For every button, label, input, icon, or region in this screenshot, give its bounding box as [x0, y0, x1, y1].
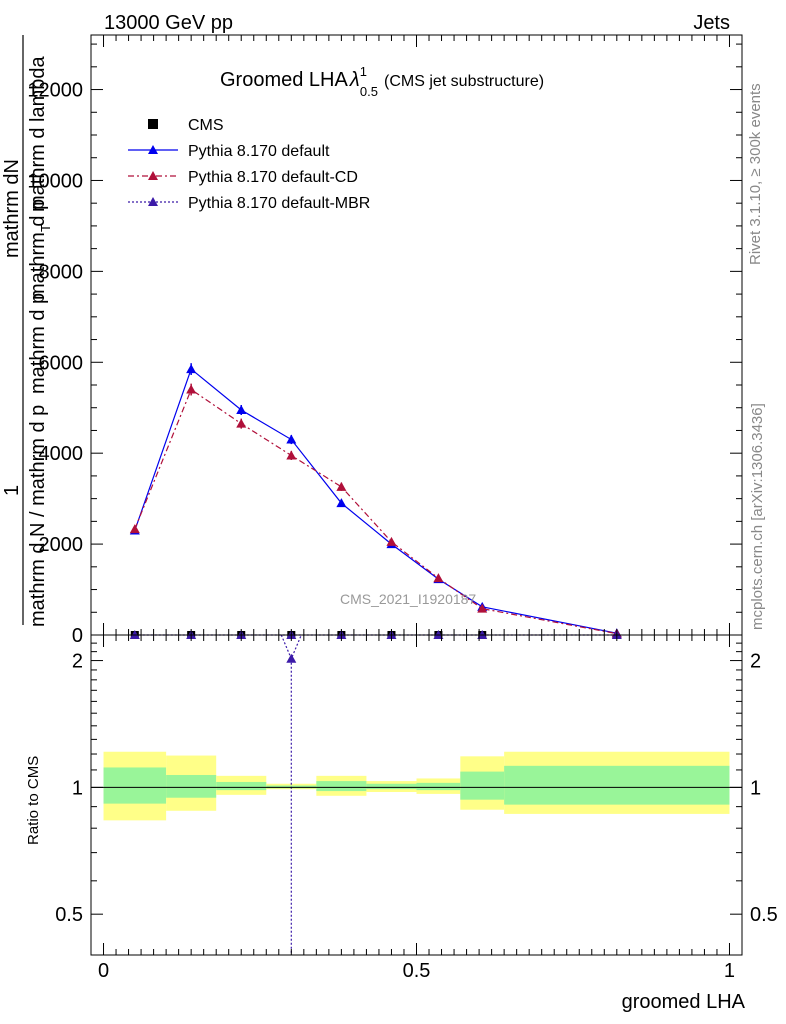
data-point-triangle — [236, 405, 247, 414]
ratio-band-green — [103, 767, 167, 804]
analysis-watermark: CMS_2021_I1920187 — [340, 591, 476, 607]
ratio-y-tick-label-right: 0.5 — [750, 904, 778, 926]
data-point-triangle — [286, 434, 297, 444]
x-axis-label: groomed LHA — [622, 991, 746, 1013]
ratio-uncertainty-bands — [103, 751, 730, 821]
y-tick-label: 0 — [72, 625, 83, 647]
ratio-curves — [280, 634, 302, 955]
legend-label: CMS — [188, 117, 224, 134]
ratio-y-tick-label-right: 2 — [750, 651, 761, 673]
ratio-band-green — [316, 781, 367, 792]
x-tick-label: 0.5 — [403, 960, 431, 982]
y-tick-label: 8000 — [39, 261, 84, 283]
y-label-numerator-2: mathrm dN — [1, 159, 23, 258]
legend-label: Pythia 8.170 default-MBR — [188, 195, 370, 212]
data-point-triangle — [186, 364, 197, 374]
legend-marker-triangle — [148, 197, 158, 206]
plot-title-sup: 1 — [360, 64, 367, 79]
x-tick-label: 1 — [724, 960, 735, 982]
y-tick-label: 2000 — [39, 534, 84, 556]
plot-title-lambda: λ — [349, 69, 360, 91]
data-point-triangle — [186, 384, 197, 394]
axis-tick-labels: 0 2000 4000 6000 8000 10000 12000 0 0.5 1 0.5 0.5 1 1… — [27, 80, 777, 982]
ratio-y-tick-label: 2 — [72, 651, 83, 673]
ratio-band-green — [216, 781, 267, 791]
data-point-triangle — [236, 418, 247, 428]
data-point-triangle — [336, 498, 347, 508]
y-label-tail: mathrm d lambda — [27, 56, 49, 212]
y-tick-label: 12000 — [27, 80, 83, 102]
ratio-y-tick-label-right: 1 — [750, 777, 761, 799]
legend-label: Pythia 8.170 default-CD — [188, 169, 358, 186]
plot-title-sub: 0.5 — [360, 84, 378, 99]
mcplots-label: mcplots.cern.ch [arXiv:1306.3436] — [749, 403, 766, 630]
series-line — [134, 388, 617, 635]
rivet-label: Rivet 3.1.10, ≥ 300k events — [747, 83, 764, 265]
axis-ticks — [91, 35, 742, 955]
y-label-denominator-2: mathrm d p — [27, 199, 49, 300]
ratio-y-tick-label: 1 — [72, 777, 83, 799]
ratio-band-green — [460, 771, 505, 800]
data-point-triangle — [336, 481, 347, 491]
legend-marker-triangle — [148, 145, 158, 154]
y-tick-label: 4000 — [39, 443, 84, 465]
plot-title-suffix: (CMS jet substructure) — [384, 73, 544, 90]
y-label-denominator: mathrm d N / mathrm d p — [27, 405, 49, 627]
header-right: Jets — [693, 12, 730, 34]
ratio-band-green — [166, 774, 217, 798]
ratio-band-green — [504, 765, 730, 805]
header-left: 13000 GeV pp — [104, 12, 233, 34]
ratio-band-green — [416, 782, 461, 791]
y-label-numerator: 1 — [1, 485, 23, 496]
legend: CMS Pythia 8.170 default Pythia 8.170 defa… — [128, 117, 370, 212]
legend-label: Pythia 8.170 default — [188, 143, 330, 160]
data-point-triangle — [477, 603, 488, 613]
y-label-subscript: T — [38, 224, 53, 232]
legend-marker-triangle — [148, 171, 158, 180]
y-axis-label: 1 mathrm dN mathrm d N / mathrm d p math… — [1, 35, 53, 627]
y-label-mid: mathrm d p — [27, 293, 49, 394]
y-tick-label: 6000 — [39, 352, 84, 374]
y-tick-label: 10000 — [27, 170, 83, 192]
data-point-triangle — [129, 524, 140, 534]
legend-marker-square — [148, 119, 158, 129]
x-tick-label: 0 — [98, 960, 109, 982]
ratio-mbr-point — [286, 653, 297, 663]
data-point-triangle — [433, 573, 444, 583]
plot-title-prefix: Groomed LHA — [220, 69, 348, 91]
ratio-band-green — [366, 783, 417, 790]
plot-title: Groomed LHA λ1 0.5 (CMS jet substructure) — [220, 64, 544, 99]
data-point-triangle — [286, 450, 297, 460]
ratio-y-label: Ratio to CMS — [25, 756, 42, 845]
data-point-triangle — [386, 536, 397, 546]
ratio-y-tick-label: 0.5 — [55, 904, 83, 926]
